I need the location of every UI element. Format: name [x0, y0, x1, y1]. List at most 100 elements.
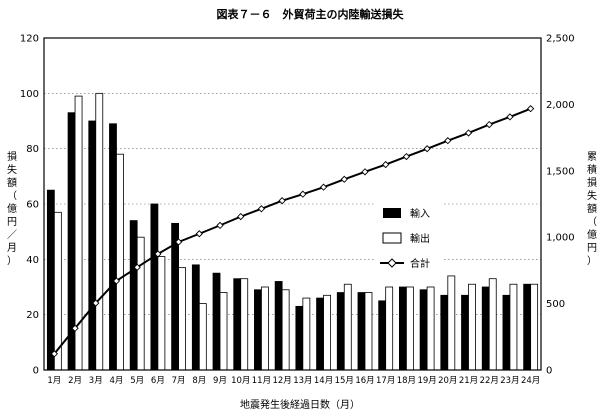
bar-import — [523, 283, 532, 371]
total-marker — [444, 137, 452, 145]
bar-import — [150, 203, 159, 371]
x-tick-label: 11月 — [252, 376, 271, 386]
bar-export — [240, 278, 249, 371]
y2-tick-label: 500 — [546, 299, 565, 310]
bar-import — [357, 292, 366, 371]
bar-import — [419, 289, 428, 371]
x-axis: 1月 2月 3月 4月 5月 6月 7月 8月 9月 10月 11月 12月 13月 14月 15月 16月 1… — [47, 376, 540, 386]
legend-marker-total — [387, 258, 397, 268]
x-axis-label: 地震発生後経過日数（月） — [240, 398, 360, 411]
y-axis-right-label-char: 積 — [587, 163, 597, 176]
y-axis-right: 0 500 1,000 1,500 2,000 2,500 — [546, 34, 575, 377]
total-marker — [340, 175, 348, 183]
chart-title: 図表７－６ 外貿荷主の内陸輸送損失 — [217, 7, 405, 21]
x-tick-label: 20月 — [438, 376, 457, 386]
bar-import — [46, 189, 55, 371]
bars — [46, 92, 539, 371]
total-marker — [527, 105, 535, 113]
bar-import — [481, 286, 490, 371]
bar-import — [254, 289, 262, 371]
y-axis-right-label-char: 失 — [587, 189, 597, 202]
y-tick-label: 120 — [20, 34, 39, 45]
x-tick-label: 6月 — [151, 376, 165, 386]
total-marker — [71, 324, 79, 332]
total-marker — [319, 183, 328, 191]
total-marker — [423, 145, 431, 153]
x-tick-label: 4月 — [110, 376, 124, 386]
total-marker — [382, 160, 390, 169]
x-tick-label: 18月 — [397, 376, 416, 386]
y-tick-label: 60 — [26, 200, 39, 211]
y-axis-left-label-char: 失 — [7, 163, 17, 176]
x-tick-label: 9月 — [213, 376, 227, 386]
bar-export — [302, 297, 311, 371]
y-axis-right-label-char: 円 — [587, 243, 597, 254]
bar-import — [398, 286, 407, 371]
bar-import — [233, 278, 242, 371]
bar-import — [274, 281, 283, 371]
y2-tick-label: 2,500 — [546, 34, 575, 45]
legend-swatch-import — [383, 208, 401, 218]
total-marker — [299, 190, 307, 198]
y-tick-label: 40 — [26, 255, 39, 266]
bar-export — [95, 92, 104, 371]
bar-export — [364, 292, 373, 371]
x-tick-label: 22月 — [480, 376, 499, 386]
y-tick-label: 100 — [20, 89, 39, 100]
bar-import — [295, 305, 304, 371]
y-axis-right-label-char: （ — [587, 216, 597, 228]
total-marker — [485, 120, 493, 129]
bar-export — [219, 292, 228, 371]
y-tick-label: 20 — [26, 310, 39, 321]
y-axis-left-label-char: 損 — [7, 150, 17, 163]
y-axis-left-label-char: 額 — [7, 176, 17, 189]
x-tick-label: 2月 — [68, 376, 82, 386]
bar-export — [488, 278, 497, 371]
y2-tick-label: 1,500 — [546, 166, 575, 177]
y2-tick-label: 0 — [546, 366, 552, 377]
bar-import — [129, 220, 138, 371]
bar-export — [385, 286, 394, 371]
bar-export — [343, 283, 352, 371]
x-tick-label: 16月 — [355, 376, 374, 386]
y-axis-right-label-char: 額 — [587, 202, 597, 215]
x-tick-label: 12月 — [272, 376, 291, 386]
x-tick-label: 23月 — [500, 376, 519, 386]
legend-label-export: 輸出 — [410, 232, 430, 245]
bar-export — [281, 289, 290, 371]
x-tick-label: 7月 — [172, 376, 186, 386]
x-tick-label: 13月 — [293, 376, 312, 386]
total-marker — [402, 152, 411, 161]
y-axis-left-label-char: 億 — [7, 202, 17, 215]
total-marker — [112, 277, 121, 285]
x-tick-label: 8月 — [192, 376, 206, 386]
x-tick-label: 21月 — [459, 376, 478, 386]
x-tick-label: 19月 — [417, 376, 436, 386]
x-tick-label: 24月 — [521, 376, 540, 386]
total-marker — [257, 205, 266, 213]
bar-export — [198, 303, 207, 371]
total-line-path — [53, 107, 532, 355]
total-marker — [154, 250, 162, 258]
bar-export — [157, 256, 166, 371]
bar-import — [212, 272, 221, 371]
total-marker — [195, 230, 203, 238]
y-tick-label: 80 — [26, 144, 39, 155]
total-marker — [133, 263, 141, 271]
bar-export — [468, 283, 476, 371]
gridlines — [44, 93, 541, 315]
total-marker — [506, 113, 514, 121]
y2-tick-label: 1,000 — [546, 233, 575, 244]
bar-import — [336, 292, 345, 371]
bar-import — [191, 264, 200, 371]
bar-import — [109, 123, 117, 371]
bar-export — [426, 286, 435, 371]
y-axis-left-label-char: ／ — [7, 229, 17, 241]
bar-import — [502, 294, 511, 371]
y-axis-left-label-char: 月 — [7, 242, 17, 254]
total-marker — [278, 197, 286, 205]
total-marker — [50, 350, 58, 358]
x-tick-label: 15月 — [335, 376, 354, 386]
